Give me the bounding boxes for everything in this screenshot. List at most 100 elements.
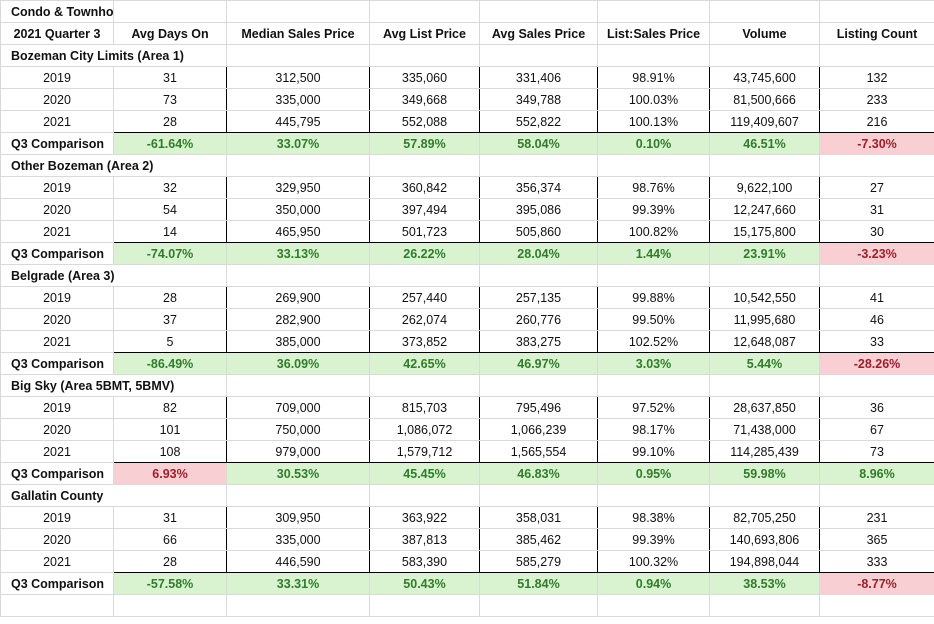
comparison-cell[interactable]: 36.09%	[226, 352, 370, 375]
value-cell[interactable]: 97.52%	[597, 396, 710, 419]
empty-cell[interactable]	[709, 594, 820, 617]
comparison-label[interactable]: Q3 Comparison	[0, 242, 114, 265]
value-cell[interactable]: 383,275	[479, 330, 598, 353]
empty-cell[interactable]	[369, 594, 480, 617]
value-cell[interactable]: 505,860	[479, 220, 598, 243]
value-cell[interactable]: 100.32%	[597, 550, 710, 573]
value-cell[interactable]: 350,000	[226, 198, 370, 221]
value-cell[interactable]: 363,922	[369, 506, 480, 529]
empty-cell[interactable]	[479, 264, 598, 287]
value-cell[interactable]: 73	[819, 440, 934, 463]
comparison-cell[interactable]: 57.89%	[369, 132, 480, 155]
value-cell[interactable]: 37	[113, 308, 227, 331]
value-cell[interactable]: 99.39%	[597, 198, 710, 221]
value-cell[interactable]: 312,500	[226, 66, 370, 89]
comparison-cell[interactable]: 8.96%	[819, 462, 934, 485]
value-cell[interactable]: 331,406	[479, 66, 598, 89]
value-cell[interactable]: 501,723	[369, 220, 480, 243]
section-name[interactable]: Big Sky (Area 5BMT, 5BMV)	[0, 374, 227, 397]
section-name[interactable]: Belgrade (Area 3)	[0, 264, 227, 287]
comparison-cell[interactable]: 0.94%	[597, 572, 710, 595]
comparison-cell[interactable]: -61.64%	[113, 132, 227, 155]
empty-cell[interactable]	[113, 594, 227, 617]
column-header[interactable]: List:Sales Price	[597, 22, 710, 45]
value-cell[interactable]: 43,745,600	[709, 66, 820, 89]
comparison-cell[interactable]: -7.30%	[819, 132, 934, 155]
value-cell[interactable]: 335,000	[226, 528, 370, 551]
value-cell[interactable]: 99.10%	[597, 440, 710, 463]
value-cell[interactable]: 709,000	[226, 396, 370, 419]
value-cell[interactable]: 100.82%	[597, 220, 710, 243]
value-cell[interactable]: 465,950	[226, 220, 370, 243]
column-header[interactable]: 2021 Quarter 3	[0, 22, 114, 45]
year-cell[interactable]: 2019	[0, 66, 114, 89]
year-cell[interactable]: 2021	[0, 550, 114, 573]
value-cell[interactable]: 82	[113, 396, 227, 419]
comparison-cell[interactable]: 28.04%	[479, 242, 598, 265]
value-cell[interactable]: 815,703	[369, 396, 480, 419]
comparison-cell[interactable]: 33.13%	[226, 242, 370, 265]
comparison-cell[interactable]: 33.07%	[226, 132, 370, 155]
value-cell[interactable]: 73	[113, 88, 227, 111]
comparison-cell[interactable]: -3.23%	[819, 242, 934, 265]
empty-cell[interactable]	[226, 484, 370, 507]
value-cell[interactable]: 269,900	[226, 286, 370, 309]
empty-cell[interactable]	[819, 154, 934, 177]
value-cell[interactable]: 552,822	[479, 110, 598, 133]
empty-cell[interactable]	[819, 484, 934, 507]
value-cell[interactable]: 356,374	[479, 176, 598, 199]
value-cell[interactable]: 1,579,712	[369, 440, 480, 463]
value-cell[interactable]: 9,622,100	[709, 176, 820, 199]
column-header[interactable]: Avg Days On	[113, 22, 227, 45]
empty-cell[interactable]	[709, 484, 820, 507]
section-name[interactable]: Bozeman City Limits (Area 1)	[0, 44, 227, 67]
comparison-cell[interactable]: 50.43%	[369, 572, 480, 595]
empty-cell[interactable]	[597, 374, 710, 397]
value-cell[interactable]: 12,648,087	[709, 330, 820, 353]
year-cell[interactable]: 2020	[0, 198, 114, 221]
year-cell[interactable]: 2019	[0, 396, 114, 419]
value-cell[interactable]: 71,438,000	[709, 418, 820, 441]
value-cell[interactable]: 397,494	[369, 198, 480, 221]
value-cell[interactable]: 1,086,072	[369, 418, 480, 441]
empty-cell[interactable]	[0, 594, 114, 617]
year-cell[interactable]: 2021	[0, 330, 114, 353]
comparison-cell[interactable]: -86.49%	[113, 352, 227, 375]
value-cell[interactable]: 36	[819, 396, 934, 419]
comparison-cell[interactable]: 46.97%	[479, 352, 598, 375]
value-cell[interactable]: 385,462	[479, 528, 598, 551]
empty-cell[interactable]	[597, 44, 710, 67]
year-cell[interactable]: 2019	[0, 506, 114, 529]
column-header[interactable]: Median Sales Price	[226, 22, 370, 45]
comparison-cell[interactable]: 46.83%	[479, 462, 598, 485]
year-cell[interactable]: 2021	[0, 110, 114, 133]
empty-cell[interactable]	[479, 594, 598, 617]
value-cell[interactable]: 260,776	[479, 308, 598, 331]
value-cell[interactable]: 216	[819, 110, 934, 133]
value-cell[interactable]: 552,088	[369, 110, 480, 133]
value-cell[interactable]: 233	[819, 88, 934, 111]
empty-cell[interactable]	[597, 484, 710, 507]
value-cell[interactable]: 262,074	[369, 308, 480, 331]
value-cell[interactable]: 33	[819, 330, 934, 353]
value-cell[interactable]: 750,000	[226, 418, 370, 441]
value-cell[interactable]: 67	[819, 418, 934, 441]
value-cell[interactable]: 446,590	[226, 550, 370, 573]
comparison-cell[interactable]: 23.91%	[709, 242, 820, 265]
year-cell[interactable]: 2021	[0, 440, 114, 463]
value-cell[interactable]: 385,000	[226, 330, 370, 353]
value-cell[interactable]: 32	[113, 176, 227, 199]
empty-cell[interactable]	[369, 0, 480, 23]
value-cell[interactable]: 100.13%	[597, 110, 710, 133]
empty-cell[interactable]	[226, 44, 370, 67]
value-cell[interactable]: 333	[819, 550, 934, 573]
comparison-cell[interactable]: 5.44%	[709, 352, 820, 375]
empty-cell[interactable]	[226, 264, 370, 287]
comparison-cell[interactable]: 42.65%	[369, 352, 480, 375]
value-cell[interactable]: 28	[113, 110, 227, 133]
value-cell[interactable]: 54	[113, 198, 227, 221]
comparison-cell[interactable]: 0.95%	[597, 462, 710, 485]
value-cell[interactable]: 100.03%	[597, 88, 710, 111]
empty-cell[interactable]	[819, 0, 934, 23]
value-cell[interactable]: 28	[113, 550, 227, 573]
